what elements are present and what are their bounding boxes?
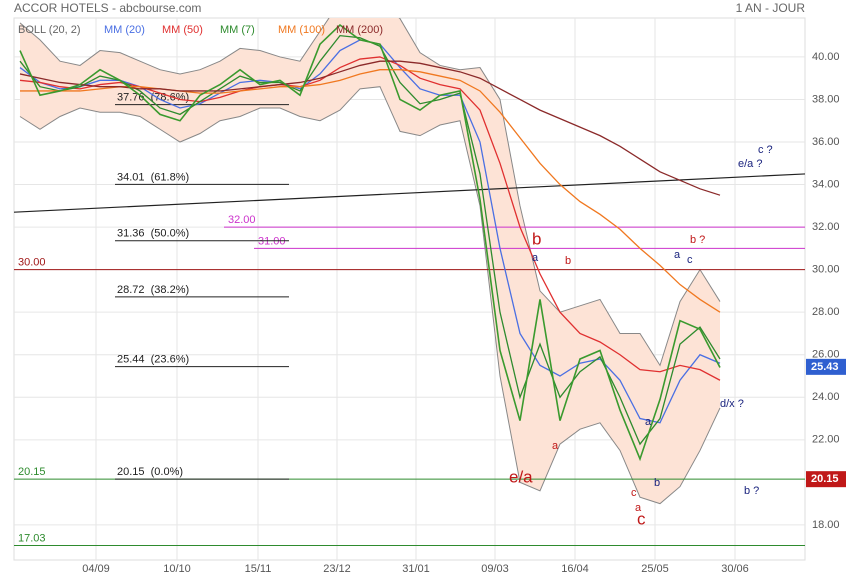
price-line xyxy=(19,23,721,462)
y-tick-label: 26.00 xyxy=(812,349,840,361)
price-badge xyxy=(806,471,846,488)
annotation: e/a ? xyxy=(738,158,762,170)
annotation: a xyxy=(635,502,642,514)
moving-average xyxy=(20,69,721,313)
x-tick-label: 10/10 xyxy=(163,563,191,575)
annotation: b xyxy=(532,229,541,248)
price-badge xyxy=(806,358,846,375)
annotation: a xyxy=(645,416,652,428)
fibonacci-label: 37.76 (78.6%) xyxy=(117,91,189,103)
x-tick-label: 16/04 xyxy=(561,563,589,575)
x-tick-label: 15/11 xyxy=(245,563,272,575)
chart-title: ACCOR HOTELS - abcbourse.com xyxy=(14,1,201,15)
annotation: b xyxy=(565,255,571,267)
y-tick-label: 40.00 xyxy=(812,51,840,63)
legend-entry: MM (7) xyxy=(220,24,255,36)
annotation: c ? xyxy=(758,144,773,156)
moving-average xyxy=(19,56,721,381)
fibonacci-label: 25.44 (23.6%) xyxy=(117,354,189,366)
y-tick-label: 36.00 xyxy=(812,136,840,148)
annotation: d/x ? xyxy=(720,398,744,410)
annotation: c xyxy=(687,254,693,266)
annotation: b ? xyxy=(690,234,705,246)
trendline xyxy=(14,173,805,213)
annotation: c xyxy=(631,487,637,499)
fibonacci-label: 34.01 (61.8%) xyxy=(117,171,189,183)
chart-subtitle: 1 AN - JOUR xyxy=(736,1,806,15)
annotation: b xyxy=(654,477,660,489)
annotation: a xyxy=(552,440,559,452)
legend-entry: MM (50) xyxy=(162,24,203,36)
y-tick-label: 38.00 xyxy=(812,93,840,105)
y-tick-label: 30.00 xyxy=(812,264,840,276)
x-tick-label: 09/03 xyxy=(481,563,509,575)
price-badge-label: 25.43 xyxy=(811,361,839,373)
price-badge-label: 20.15 xyxy=(811,473,839,485)
fibonacci-label: 31.36 (50.0%) xyxy=(117,228,189,240)
level-label: 32.00 xyxy=(228,214,256,226)
bollinger-lower xyxy=(19,86,721,505)
x-tick-label: 04/09 xyxy=(82,563,110,575)
level-label: 31.00 xyxy=(258,235,286,247)
level-label: 30.00 xyxy=(18,257,46,269)
y-tick-label: 34.00 xyxy=(812,178,840,190)
x-tick-label: 30/06 xyxy=(721,563,749,575)
y-tick-label: 18.00 xyxy=(812,519,840,531)
level-label: 17.03 xyxy=(18,532,46,544)
annotations: b a b e/a a a c b a c a c b ? c ? e/a ? … xyxy=(509,144,773,529)
x-tick-label: 31/01 xyxy=(402,563,430,575)
legend-entry: BOLL (20, 2) xyxy=(18,24,81,36)
y-tick-label: 32.00 xyxy=(812,221,840,233)
bollinger-upper xyxy=(19,18,721,367)
y-tick-label: 22.00 xyxy=(812,434,840,446)
x-tick-label: 23/12 xyxy=(323,563,351,575)
y-tick-label: 24.00 xyxy=(812,391,840,403)
annotation: e/a xyxy=(509,467,533,486)
moving-average xyxy=(19,60,721,196)
level-label: 20.15 xyxy=(18,466,46,478)
legend: BOLL (20, 2) MM (20) MM (50) MM (7) MM (100… xyxy=(18,24,383,36)
fibonacci-label: 20.15 (0.0%) xyxy=(117,466,183,478)
x-tick-label: 25/05 xyxy=(641,563,669,575)
annotation: c xyxy=(637,509,646,528)
y-tick-label: 28.00 xyxy=(812,306,840,318)
annotation: a xyxy=(532,252,539,264)
annotation: b ? xyxy=(744,485,759,497)
fibonacci-label: 28.72 (38.2%) xyxy=(117,284,189,296)
legend-entry: MM (20) xyxy=(104,24,145,36)
legend-entry: MM (100) xyxy=(278,24,325,36)
annotation: a xyxy=(674,249,681,261)
legend-entry: MM (200) xyxy=(336,24,383,36)
bollinger-band xyxy=(20,18,720,504)
